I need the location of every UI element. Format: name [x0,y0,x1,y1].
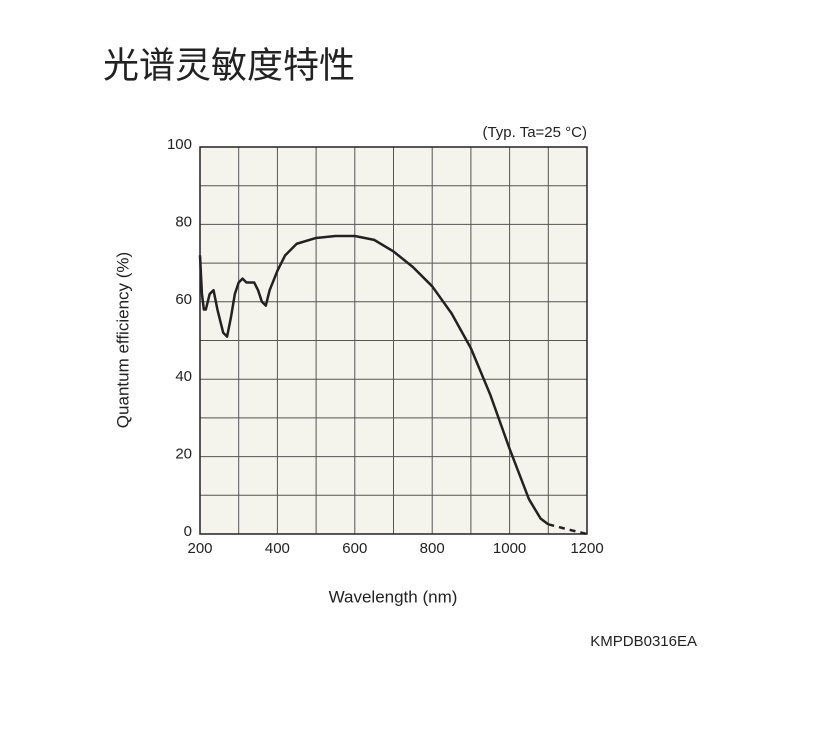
y-axis-label: Quantum efficiency (%) [113,252,132,428]
y-tick-label: 100 [167,136,192,153]
y-tick-label: 20 [175,446,192,463]
curve [547,523,588,536]
x-tick-label: 400 [265,540,290,557]
plot-frame [199,146,588,535]
x-tick-label: 200 [187,540,212,557]
y-tick-label: 40 [175,368,192,385]
x-tick-label: 800 [420,540,445,557]
y-tick-label: 0 [184,523,192,540]
y-tick-label: 80 [175,213,192,230]
x-tick-label: 600 [342,540,367,557]
curve [198,234,550,526]
figure-code: KMPDB0316EA [590,633,697,650]
note: (Typ. Ta=25 °C) [482,124,587,141]
x-axis-label: Wavelength (nm) [329,587,458,606]
chart-title: 光谱灵敏度特性 [103,45,355,86]
x-tick-label: 1200 [570,540,603,557]
y-tick-label: 60 [175,291,192,308]
x-tick-label: 1000 [493,540,526,557]
